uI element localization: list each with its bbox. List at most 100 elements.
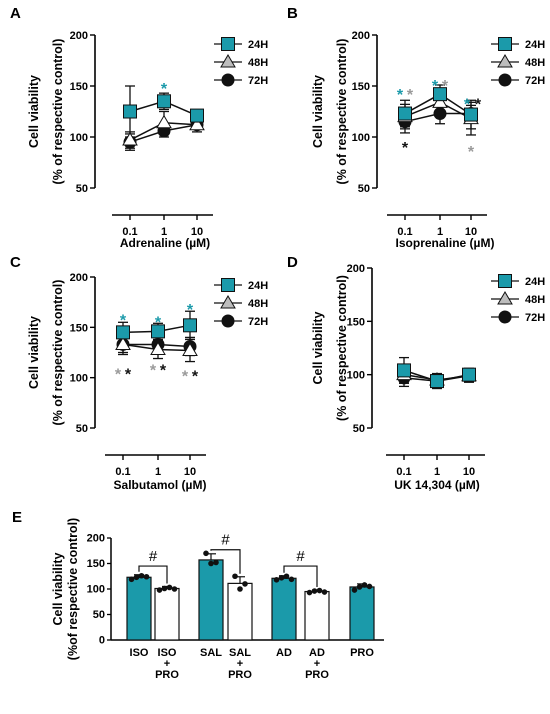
significance-star: * (464, 96, 471, 113)
significance-bracket (138, 565, 168, 584)
point-48h (182, 342, 198, 356)
x-tick-label: AD (309, 647, 325, 659)
y-tick-label: 150 (347, 316, 365, 328)
x-tick-label: PRO (228, 669, 252, 681)
data-point (161, 585, 168, 592)
significance-star: * (397, 87, 404, 104)
y-axis-label: Cell viability (%of respective control) (51, 518, 80, 660)
x-tick-label: + (237, 658, 243, 670)
y-tick-label: 150 (70, 322, 88, 334)
x-tick-label: 0.1 (397, 226, 412, 238)
data-point (288, 576, 295, 583)
point-48h (150, 341, 166, 355)
point-48h (156, 114, 172, 129)
significance-star: * (475, 96, 482, 113)
x-tick-label: ISO (130, 647, 149, 659)
panel-b: B 50 100 150 200 0.1 1 10 Cell viability (% of re… (287, 5, 545, 250)
data-point (133, 574, 140, 581)
panel-label: C (10, 254, 21, 271)
panel-label: D (287, 254, 298, 271)
data-point (203, 550, 209, 557)
point-24h (157, 94, 171, 109)
legend-label: 48H (248, 298, 268, 310)
significance-star: * (182, 369, 189, 386)
data-point (306, 589, 313, 596)
data-point (273, 577, 280, 583)
data-point (242, 581, 248, 587)
y-axis-label-line2: (% of respective control) (51, 280, 65, 426)
legend-marker-48h (497, 291, 513, 305)
y-tick-label: 150 (70, 81, 88, 93)
y-tick-label: 50 (76, 183, 88, 195)
legend-label: 72H (248, 316, 268, 328)
legend-marker-24h (221, 278, 235, 292)
data-point (361, 582, 368, 588)
significance-star: * (115, 367, 122, 384)
panel-c: C 50 100 150 200 0.1 1 10 Cell viability (% of re… (10, 254, 268, 492)
data-point (366, 583, 373, 590)
legend-marker-24h (498, 37, 512, 51)
significance-star: * (160, 363, 167, 380)
y-tick-label: 200 (347, 263, 365, 275)
data-point (278, 574, 285, 581)
x-tick-label: 1 (155, 466, 161, 478)
legend-label: 72H (525, 312, 545, 324)
panel-e: E 0 50 100 150 200 Cell viability (%of respecti… (12, 509, 384, 681)
data-point (213, 559, 219, 566)
data-point (356, 584, 363, 590)
data-point (156, 587, 163, 593)
legend-marker-48h (220, 295, 236, 309)
y-tick-label: 200 (87, 533, 105, 545)
data-point (316, 587, 323, 594)
legend-label: 24H (525, 276, 545, 288)
point-24h (116, 325, 130, 340)
y-tick-label: 200 (352, 30, 370, 42)
bar (304, 590, 330, 641)
y-tick-label: 100 (87, 584, 105, 596)
y-axis-label-line2: (% of respective control) (51, 39, 65, 185)
data-point (171, 586, 178, 592)
x-tick-label: PRO (350, 647, 374, 659)
significance-star: * (442, 78, 449, 95)
legend-marker-72h (221, 73, 235, 87)
x-tick-label: ISO (158, 647, 177, 659)
point-24h (183, 318, 197, 333)
point-48h (189, 116, 205, 131)
bar (349, 586, 375, 641)
data-point (208, 560, 214, 567)
significance-bracket (210, 549, 241, 574)
point-24h (433, 87, 447, 102)
y-axis-label-line1: Cell viability (51, 552, 65, 625)
significance-star: * (155, 314, 162, 331)
legend-marker-48h (220, 54, 236, 68)
point-24h (462, 367, 476, 382)
bar (198, 559, 224, 641)
data-point (321, 589, 328, 595)
y-tick-label: 100 (347, 370, 365, 382)
y-axis-label: Cell viability (% of respective control) (311, 39, 349, 185)
y-tick-label: 0 (99, 635, 105, 647)
point-24h (190, 108, 204, 123)
y-axis-label-line1: Cell viability (311, 75, 325, 148)
x-axis-label: UK 14,304 (µM) (394, 478, 480, 492)
legend-label: 24H (248, 39, 268, 51)
y-axis-label: Cell viability (% of respective control) (27, 280, 65, 426)
significance-hash: # (149, 548, 158, 565)
y-tick-label: 150 (352, 81, 370, 93)
point-24h (123, 104, 137, 119)
data-point (283, 573, 290, 580)
bar (227, 582, 253, 641)
x-tick-label: 0.1 (396, 466, 411, 478)
x-tick-label: + (164, 658, 170, 670)
x-tick-label: SAL (200, 647, 222, 659)
x-tick-label: AD (276, 647, 292, 659)
data-point (128, 576, 135, 583)
significance-star: * (468, 144, 475, 161)
x-tick-label: 0.1 (122, 226, 137, 238)
legend-marker-24h (498, 274, 512, 288)
panel-label: A (10, 5, 21, 22)
significance-star: * (187, 302, 194, 319)
panel-label: E (12, 509, 22, 526)
y-axis-label: Cell viability (% of respective control) (311, 275, 349, 421)
legend-label: 48H (525, 57, 545, 69)
